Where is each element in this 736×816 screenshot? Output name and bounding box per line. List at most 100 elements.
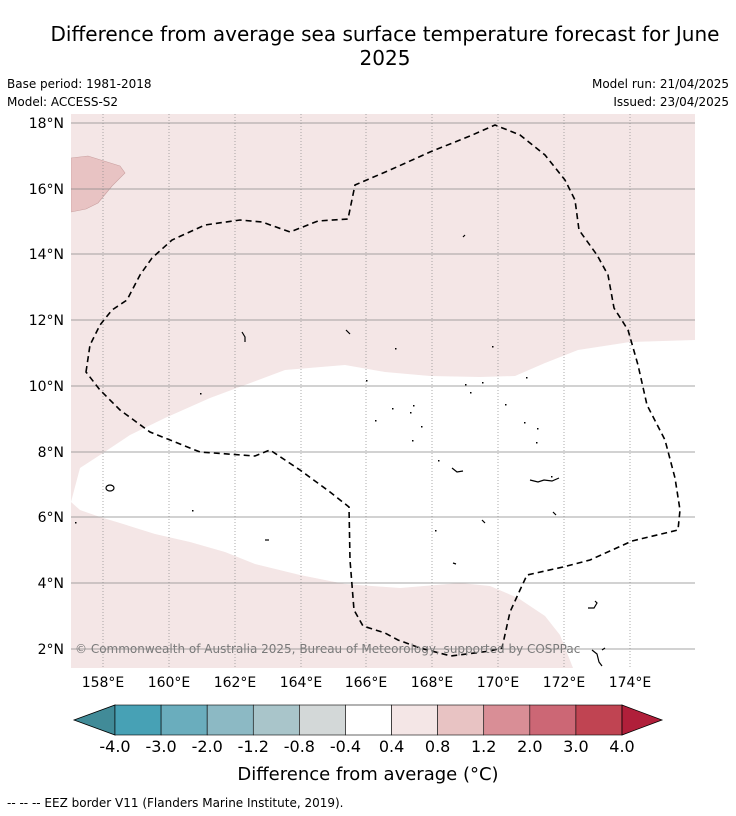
colorbar-segment — [575, 704, 623, 736]
colorbar-tick-label: 0.4 — [379, 737, 404, 756]
atoll-dot — [192, 510, 194, 512]
atoll-dot — [482, 382, 484, 384]
lon-labels: 158°E 160°E 162°E 164°E 166°E 168°E 170°… — [82, 675, 652, 691]
colorbar-segment — [345, 704, 392, 736]
colorbar-tick-label: 2.0 — [517, 737, 542, 756]
lat-label: 14°N — [29, 247, 64, 263]
atoll-dot — [395, 348, 397, 350]
island — [462, 234, 466, 238]
colorbar-extend-left — [72, 704, 116, 736]
island — [481, 519, 486, 524]
lat-label: 2°N — [38, 642, 64, 658]
colorbar-segment — [299, 704, 346, 736]
atoll-dot — [526, 377, 528, 379]
atoll-dot — [492, 346, 494, 348]
atoll-dot — [438, 460, 440, 462]
chart-title: Difference from average sea surface temp… — [50, 22, 720, 70]
atoll-dot — [551, 476, 553, 478]
colorbar-tick-label: 1.2 — [471, 737, 496, 756]
colorbar-extend-right — [621, 704, 664, 736]
grid-meridians — [102, 114, 631, 668]
atoll-dot — [75, 522, 77, 524]
atoll-dot — [421, 426, 423, 428]
atoll-dot — [524, 422, 526, 424]
issued-text: Issued: 23/04/2025 — [613, 95, 729, 109]
meta-left: Base period: 1981-2018 Model: ACCESS-S2 — [7, 75, 152, 111]
island — [552, 511, 557, 516]
atoll-dot — [505, 404, 507, 406]
atoll-dot — [470, 392, 472, 394]
colorbar-tick-label: 4.0 — [609, 737, 634, 756]
neutral-anomaly-region — [71, 340, 695, 668]
colorbar-title: Difference from average (°C) — [237, 764, 498, 785]
model-run-text: Model run: 21/04/2025 — [591, 77, 729, 91]
base-period-text: Base period: 1981-2018 — [7, 77, 152, 91]
colorbar-tick-label: -4.0 — [99, 737, 130, 756]
island — [105, 484, 115, 492]
model-text: Model: ACCESS-S2 — [7, 95, 119, 109]
atoll-dot — [435, 530, 437, 532]
lat-label: 8°N — [38, 445, 64, 461]
atoll-dot — [465, 384, 467, 386]
lon-label: 174°E — [609, 675, 652, 691]
island — [529, 477, 560, 483]
atoll-dot — [366, 380, 368, 382]
map-panel: © Commonwealth of Australia 2025, Bureau… — [71, 114, 695, 668]
atoll-dots — [75, 346, 553, 532]
lat-label: 12°N — [29, 313, 64, 329]
colorbar-segment — [529, 704, 577, 736]
anomaly-0.8-1.2-patch — [71, 155, 126, 213]
credit-text: © Commonwealth of Australia 2025, Bureau… — [75, 642, 580, 656]
island — [588, 600, 598, 609]
atoll-dot — [200, 393, 202, 395]
island — [451, 467, 464, 473]
lat-label: 4°N — [38, 576, 64, 592]
eez-border — [85, 124, 681, 657]
colorbar: -4.0 -3.0 -2.0 -1.2 -0.8 -0.4 0.4 0.8 1.2 2.0 3.0 4… — [72, 704, 664, 785]
colorbar-tick-label: 0.8 — [425, 737, 450, 756]
eez-footnote: -- -- -- EEZ border V11 (Flanders Marine… — [7, 796, 344, 810]
atoll-dot — [375, 420, 377, 422]
atoll-dot — [392, 408, 394, 410]
island — [345, 329, 351, 335]
colorbar-segment — [483, 704, 531, 736]
lat-label: 18°N — [29, 116, 64, 132]
atoll-dot — [413, 405, 415, 407]
island-contours — [105, 234, 606, 667]
colorbar-segment — [252, 704, 300, 736]
lon-label: 168°E — [411, 675, 454, 691]
lat-labels: 18°N 16°N 14°N 12°N 10°N 8°N 6°N 4°N 2°N — [29, 116, 64, 658]
colorbar-segment — [391, 704, 438, 736]
colorbar-segments — [114, 704, 623, 736]
colorbar-tick-label: 3.0 — [563, 737, 588, 756]
atoll-dot — [410, 412, 412, 414]
atoll-dot — [412, 440, 414, 442]
lon-label: 172°E — [543, 675, 586, 691]
lon-label: 160°E — [148, 675, 191, 691]
lon-label: 158°E — [82, 675, 125, 691]
island — [452, 562, 457, 565]
colorbar-tick-label: -1.2 — [238, 737, 269, 756]
island — [601, 647, 606, 651]
atoll-dot — [537, 428, 539, 430]
colorbar-segment — [160, 704, 208, 736]
colorbar-tick-label: -0.8 — [284, 737, 315, 756]
lat-label: 6°N — [38, 510, 64, 526]
colorbar-segment — [114, 704, 162, 736]
colorbar-tick-label: -0.4 — [330, 737, 361, 756]
colorbar-segment — [206, 704, 254, 736]
colorbar-ticks: -4.0 -3.0 -2.0 -1.2 -0.8 -0.4 0.4 0.8 1.2 2.0 3.0 4… — [99, 737, 634, 756]
lon-label: 166°E — [345, 675, 388, 691]
lon-label: 162°E — [214, 675, 257, 691]
island — [591, 649, 603, 667]
colorbar-tick-label: -3.0 — [145, 737, 176, 756]
atoll-dot — [536, 442, 538, 444]
colorbar-segment — [437, 704, 485, 736]
colorbar-tick-label: -2.0 — [192, 737, 223, 756]
lon-label: 170°E — [477, 675, 520, 691]
lat-label: 16°N — [29, 182, 64, 198]
lon-label: 164°E — [280, 675, 323, 691]
meta-right: Model run: 21/04/2025 Issued: 23/04/2025 — [592, 75, 729, 111]
lat-label: 10°N — [29, 379, 64, 395]
